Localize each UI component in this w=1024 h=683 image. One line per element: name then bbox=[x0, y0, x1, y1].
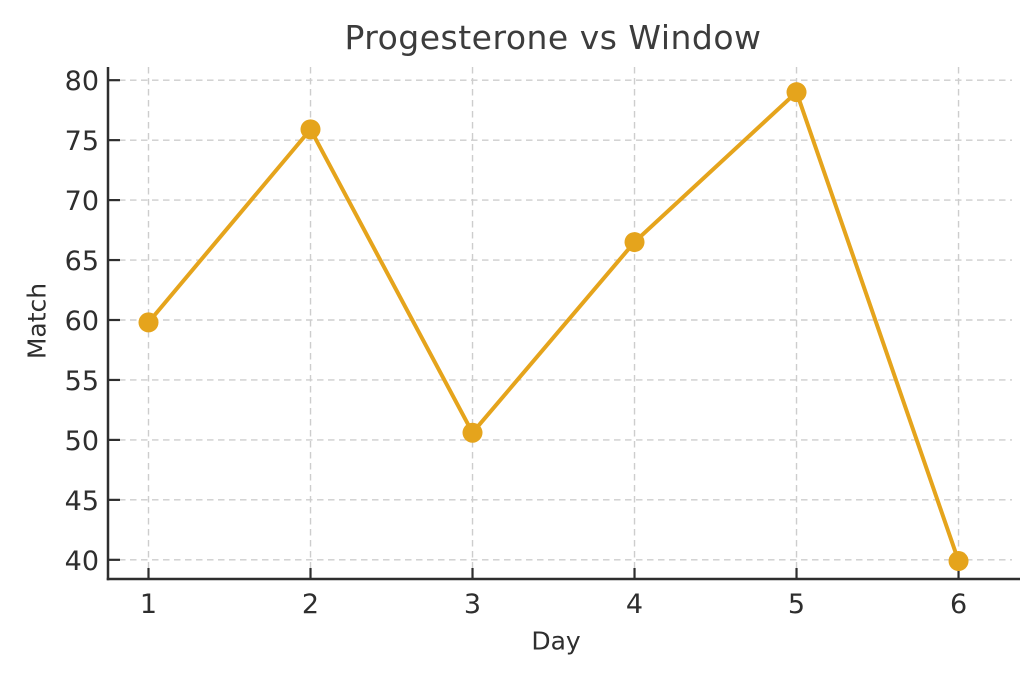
y-tick-label: 75 bbox=[65, 126, 99, 157]
data-point-marker bbox=[462, 422, 483, 443]
data-point-marker bbox=[300, 119, 321, 140]
x-tick-label: 5 bbox=[788, 589, 805, 620]
y-tick-label: 60 bbox=[65, 306, 99, 337]
x-tick-label: 6 bbox=[950, 589, 967, 620]
y-tick-label: 55 bbox=[65, 366, 99, 397]
data-point-marker bbox=[948, 551, 969, 572]
y-tick-label: 70 bbox=[65, 186, 99, 217]
y-tick-label: 45 bbox=[65, 486, 99, 517]
data-point-marker bbox=[786, 82, 807, 103]
x-tick-label: 2 bbox=[302, 589, 319, 620]
data-line bbox=[146, 90, 961, 564]
y-tick-label: 65 bbox=[65, 246, 99, 277]
data-point-marker bbox=[624, 232, 645, 253]
x-tick-label: 1 bbox=[140, 589, 157, 620]
y-tick-label: 40 bbox=[65, 546, 99, 577]
x-tick-label: 4 bbox=[626, 589, 643, 620]
x-axis-label: Day bbox=[531, 626, 581, 656]
data-point-marker bbox=[138, 312, 159, 333]
y-axis-label: Match bbox=[22, 282, 52, 360]
y-tick-label: 50 bbox=[65, 426, 99, 457]
y-tick-label: 80 bbox=[65, 66, 99, 97]
chart-title: Progesterone vs Window bbox=[344, 18, 762, 57]
x-tick-label: 3 bbox=[464, 589, 481, 620]
